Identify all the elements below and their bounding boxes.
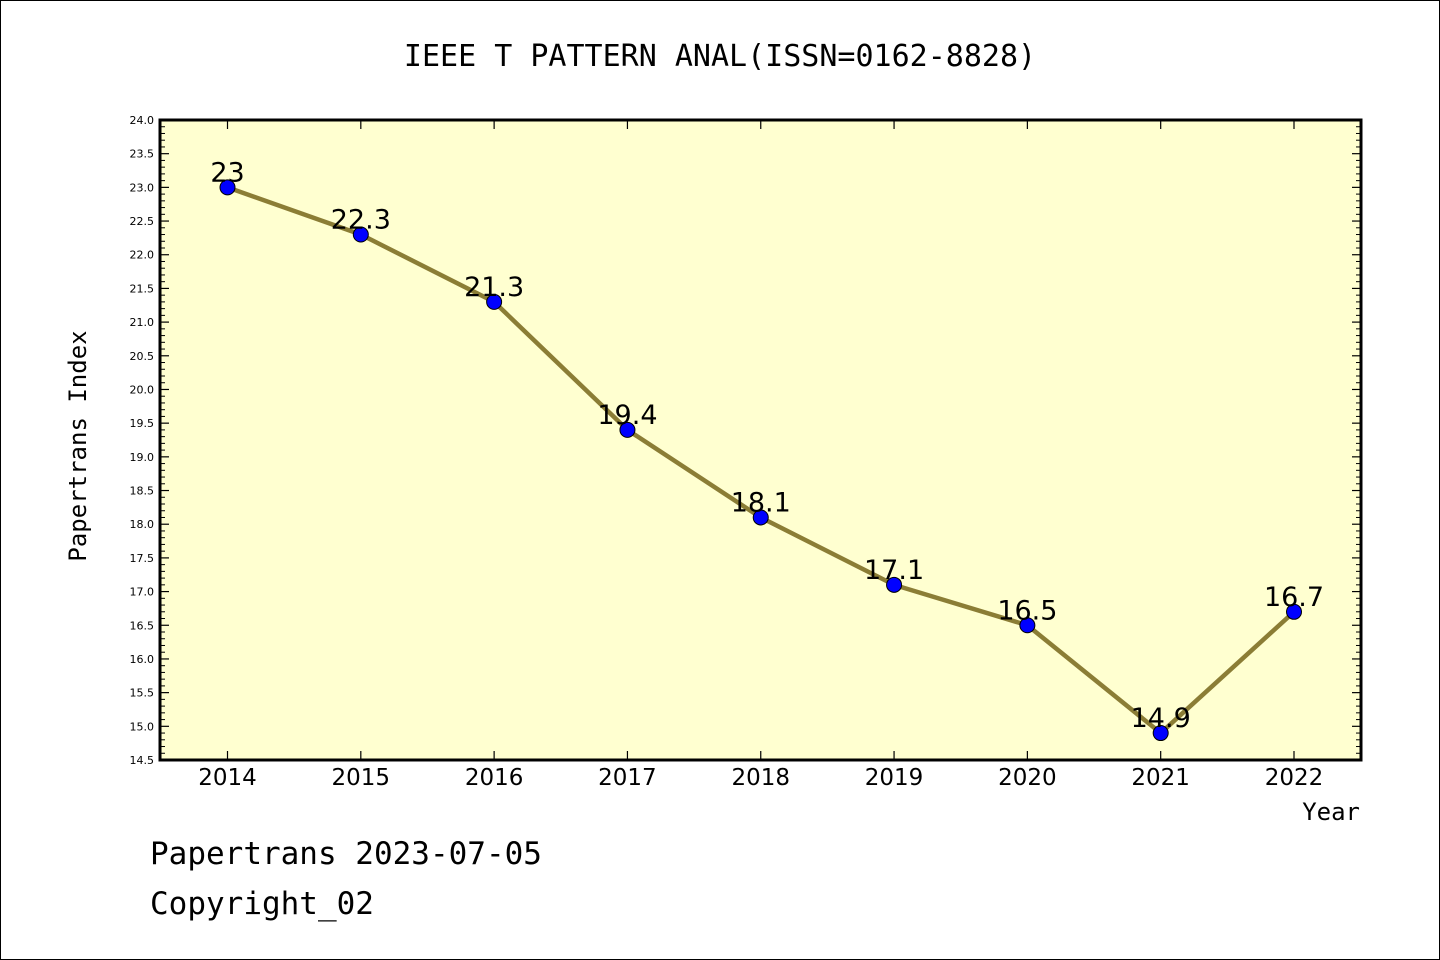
chart-title: IEEE T PATTERN ANAL(ISSN=0162-8828) [404, 39, 1036, 74]
plot-frame [158, 118, 1363, 762]
x-tick-label: 2021 [1131, 765, 1190, 791]
y-axis-label: Papertrans Index [64, 330, 92, 561]
x-tick-label: 2020 [998, 765, 1057, 791]
data-point [1152, 725, 1169, 742]
data-point [352, 226, 369, 243]
footer-date: Papertrans 2023-07-05 [150, 836, 542, 872]
x-tick-label: 2019 [865, 765, 924, 791]
footer-copyright: Copyright_02 [150, 886, 374, 922]
data-point [1286, 603, 1302, 620]
x-tick-label: 2015 [332, 765, 391, 791]
data-point [752, 509, 769, 526]
data-point [619, 421, 636, 438]
y-tick-label: 15.0 [130, 720, 155, 733]
x-tick-label: 2016 [465, 765, 524, 791]
x-tick-label: 2017 [598, 765, 657, 791]
data-label: 16.7 [1264, 582, 1324, 613]
y-tick-label: 15.5 [130, 687, 155, 700]
x-axis-label: Year [1302, 798, 1360, 826]
y-tick-label: 16.0 [130, 653, 155, 666]
data-label: 19.4 [597, 400, 657, 431]
data-label: 23 [210, 157, 244, 188]
y-tick-label: 21.5 [130, 282, 155, 295]
y-tick-label: 20.0 [130, 383, 155, 396]
y-tick-label: 19.5 [130, 417, 155, 430]
data-point [486, 293, 503, 310]
data-label: 22.3 [331, 205, 391, 236]
data-label: 17.1 [864, 555, 924, 586]
y-tick-label: 22.5 [130, 215, 155, 228]
x-axis: 2014 2015 2016 2017 2018 2019 2020 2021 2022 [198, 120, 1323, 791]
x-tick-label: 2018 [731, 765, 790, 791]
y-tick-label: 20.5 [130, 350, 155, 363]
data-label: 14.9 [1131, 703, 1191, 734]
y-tick-label: 23.5 [130, 148, 155, 161]
data-label: 16.5 [997, 595, 1057, 626]
data-point [886, 576, 903, 593]
y-tick-label: 21.0 [130, 316, 155, 329]
data-point [219, 179, 236, 196]
y-tick-label: 24.0 [130, 114, 155, 127]
x-tick-label: 2022 [1265, 765, 1324, 791]
x-tick-label: 2014 [198, 765, 257, 791]
data-label: 18.1 [731, 487, 791, 518]
y-tick-label: 16.5 [130, 619, 155, 632]
y-tick-label: 19.0 [130, 451, 155, 464]
y-tick-label: 17.0 [130, 586, 155, 599]
y-tick-label: 23.0 [130, 181, 155, 194]
y-tick-label: 22.0 [130, 249, 155, 262]
y-tick-label: 17.5 [130, 552, 155, 565]
data-label: 21.3 [464, 272, 524, 303]
y-tick-label: 18.0 [130, 518, 155, 531]
data-point [1019, 617, 1036, 634]
series-layer: 23 22.3 21.3 19.4 18.1 17.1 16.5 14.9 16.7 [210, 157, 1324, 742]
y-tick-label: 18.5 [130, 485, 155, 498]
y-tick-label: 14.5 [130, 754, 155, 767]
